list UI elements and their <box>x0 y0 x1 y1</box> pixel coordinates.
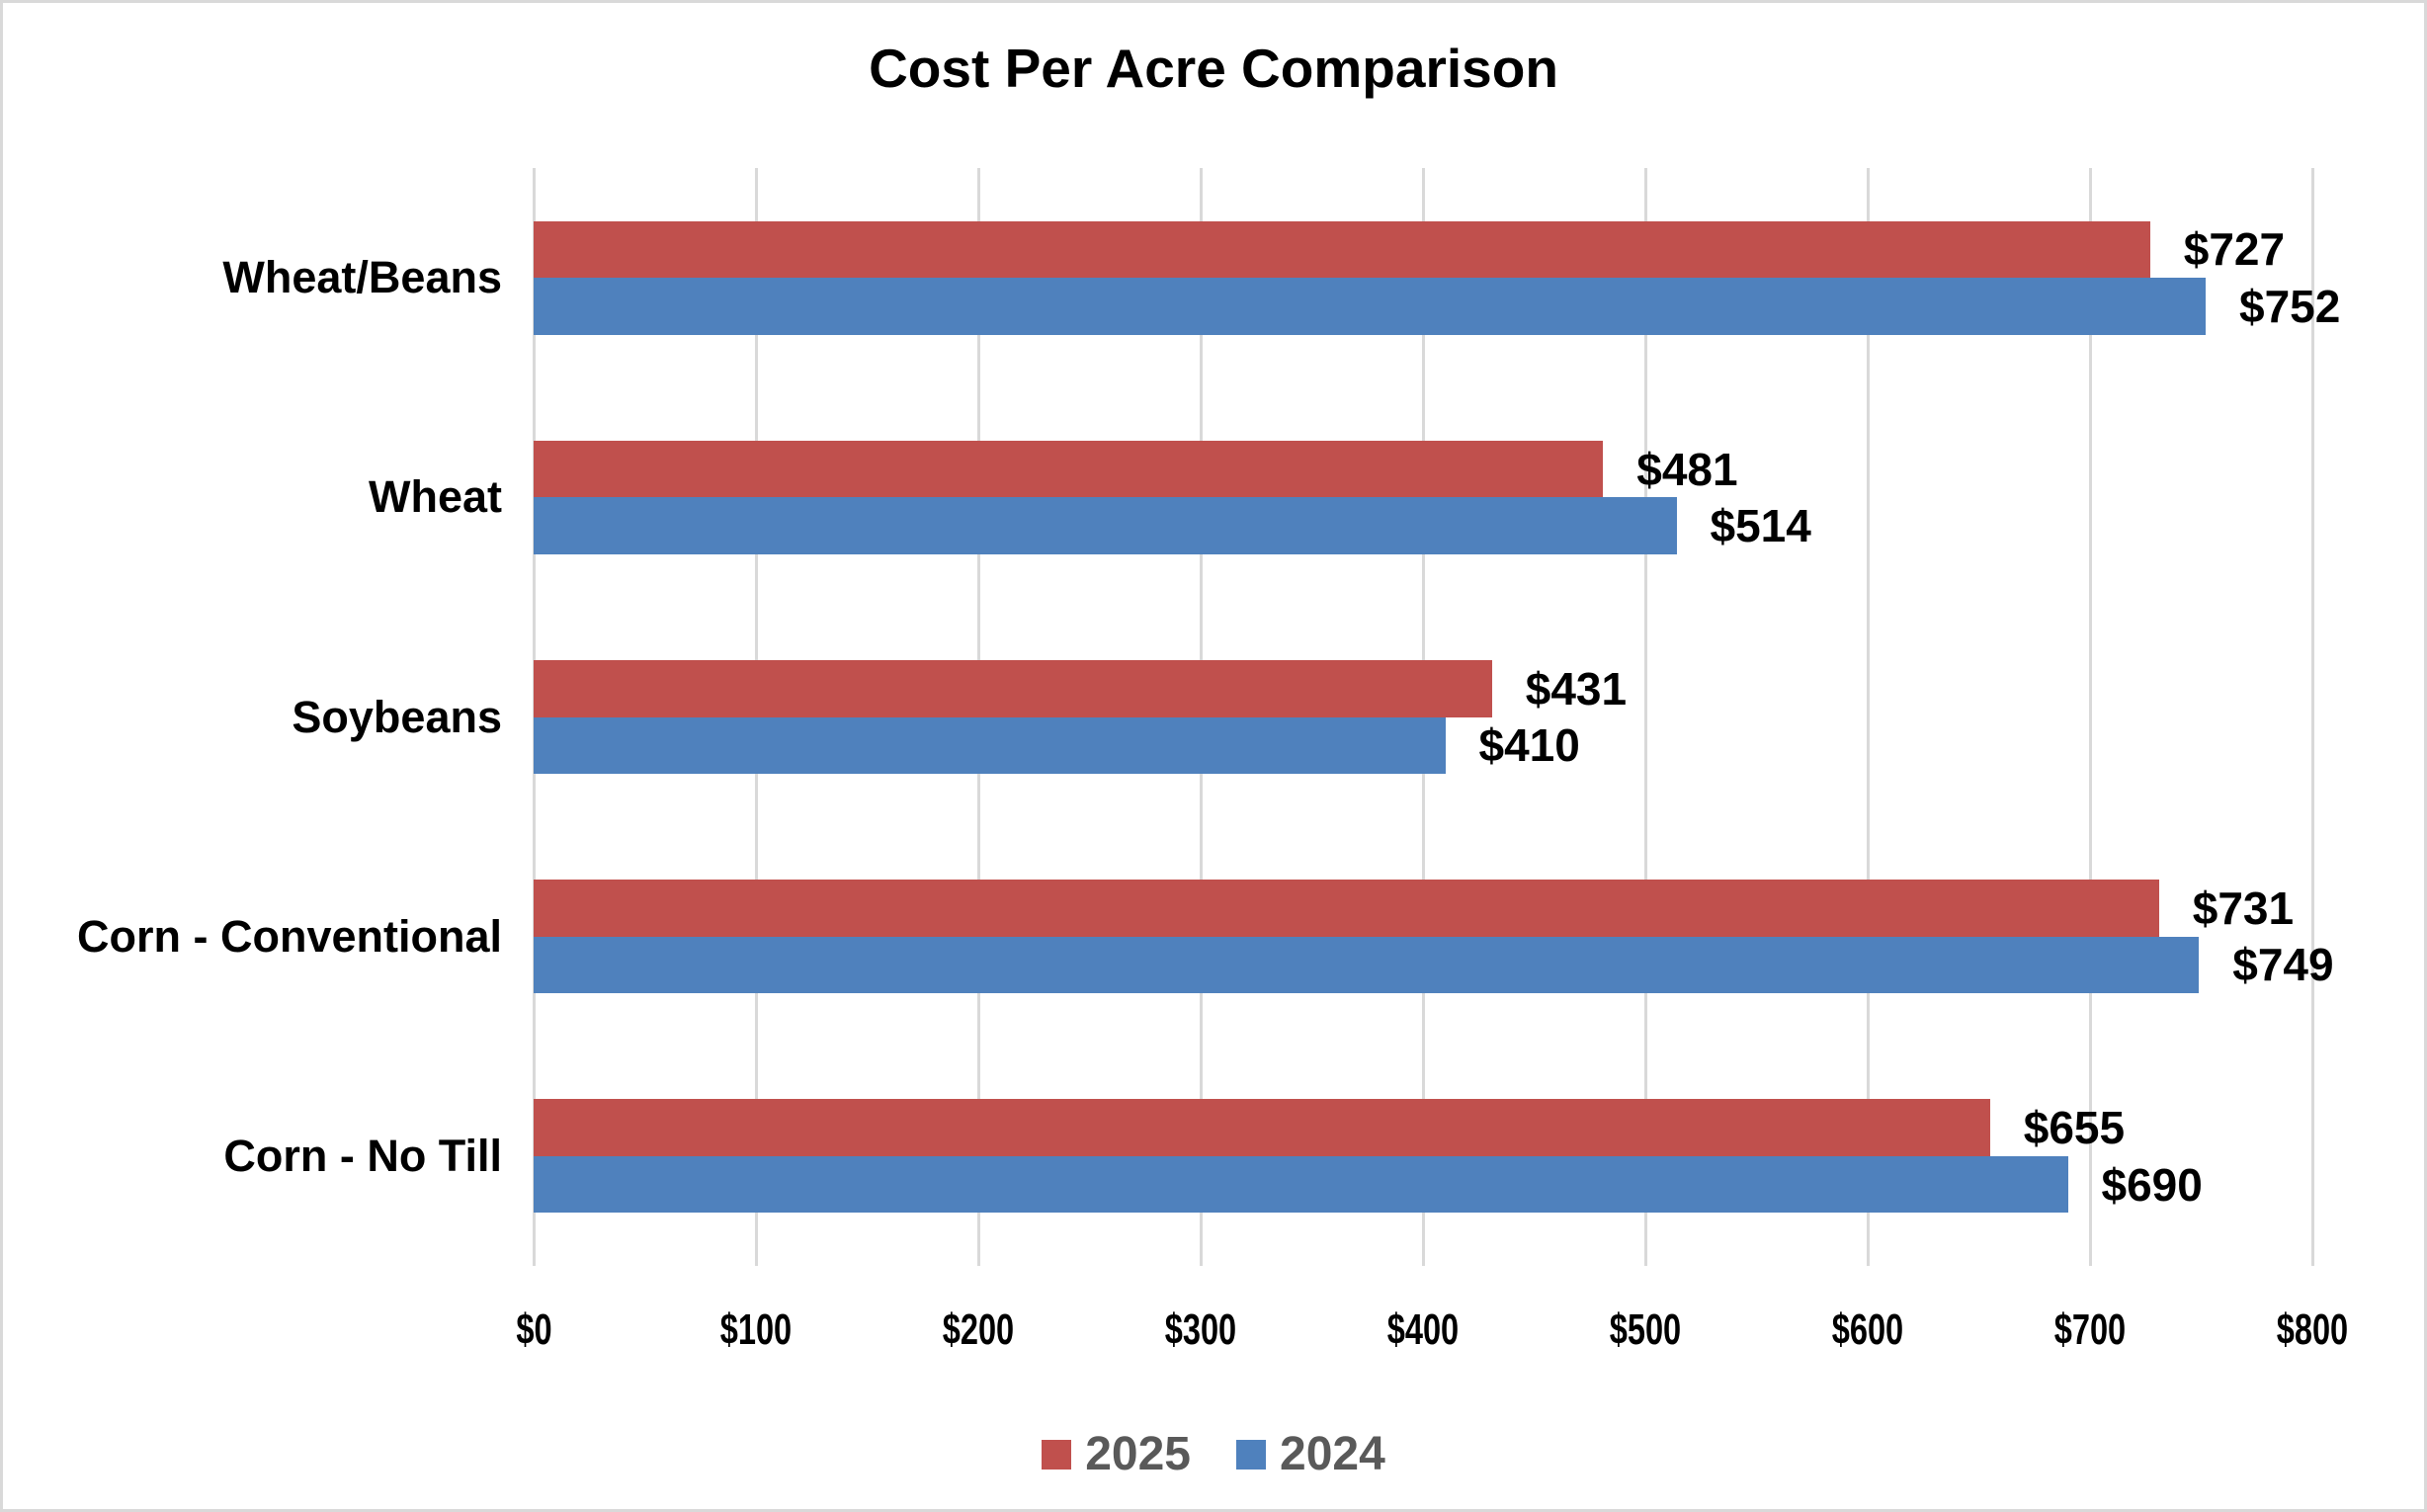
gridline-500 <box>1643 168 1647 1266</box>
x-tick-label-100: $100 <box>719 1305 793 1354</box>
value-label-2024-soybeans: $410 <box>1478 719 1580 772</box>
category-label-wheat: Wheat <box>369 471 502 523</box>
chart-title: Cost Per Acre Comparison <box>869 38 1558 99</box>
gridline-600 <box>1866 168 1870 1266</box>
legend-item-2024: 2024 <box>1236 1427 1385 1481</box>
x-tick-label-400: $400 <box>1386 1305 1460 1354</box>
bar-2025-wheat <box>534 440 1604 498</box>
value-label-2025-corn-conventional: $731 <box>2192 882 2295 934</box>
category-label-soybeans: Soybeans <box>292 691 502 742</box>
x-tick-label-500: $500 <box>1609 1305 1682 1354</box>
x-tick-label-300: $300 <box>1164 1305 1237 1354</box>
gridline-800 <box>2310 168 2314 1266</box>
value-label-2024-wheat: $514 <box>1710 500 1811 552</box>
bar-2024-corn-no-till <box>534 1155 2068 1214</box>
x-tick-label-200: $200 <box>942 1305 1015 1354</box>
x-tick-label-700: $700 <box>2053 1305 2127 1354</box>
value-label-2024-corn-no-till: $690 <box>2101 1158 2203 1211</box>
bar-2024-wheat <box>534 497 1677 554</box>
legend-label-2024: 2024 <box>1280 1428 1385 1480</box>
value-label-2025-soybeans: $431 <box>1525 662 1628 714</box>
value-label-2025-wheat: $481 <box>1636 443 1738 495</box>
gridline-700 <box>2088 168 2092 1266</box>
value-label-2024-wheat-beans: $752 <box>2239 280 2341 332</box>
category-label-corn-no-till: Corn - No Till <box>223 1130 502 1181</box>
category-label-corn-conventional: Corn - Conventional <box>77 910 502 962</box>
value-label-2025-wheat-beans: $727 <box>2183 223 2286 276</box>
bar-2025-soybeans <box>534 660 1492 717</box>
bar-2024-soybeans <box>534 716 1446 774</box>
legend-item-2025: 2025 <box>1042 1427 1191 1481</box>
x-tick-label-800: $800 <box>2276 1305 2349 1354</box>
x-tick-label-0: $0 <box>515 1305 552 1354</box>
bar-2024-wheat-beans <box>534 278 2206 335</box>
x-tick-label-600: $600 <box>1831 1305 1904 1354</box>
bar-2025-corn-no-till <box>534 1099 1990 1156</box>
legend-swatch-2024 <box>1236 1439 1266 1470</box>
legend-swatch-2025 <box>1042 1439 1072 1470</box>
bar-2024-corn-conventional <box>534 936 2200 994</box>
bar-2025-corn-conventional <box>534 880 2159 937</box>
category-label-wheat-beans: Wheat/Beans <box>222 252 502 303</box>
legend: 2025 2024 <box>3 1427 2424 1481</box>
value-label-2024-corn-conventional: $749 <box>2232 939 2334 991</box>
value-label-2025-corn-no-till: $655 <box>2023 1102 2126 1154</box>
legend-label-2025: 2025 <box>1085 1428 1191 1480</box>
bar-2025-wheat-beans <box>534 220 2150 279</box>
plot-area: $727 $752 $481 $514 $431 $410 $731 $749 $655 $690 <box>532 168 2340 1266</box>
